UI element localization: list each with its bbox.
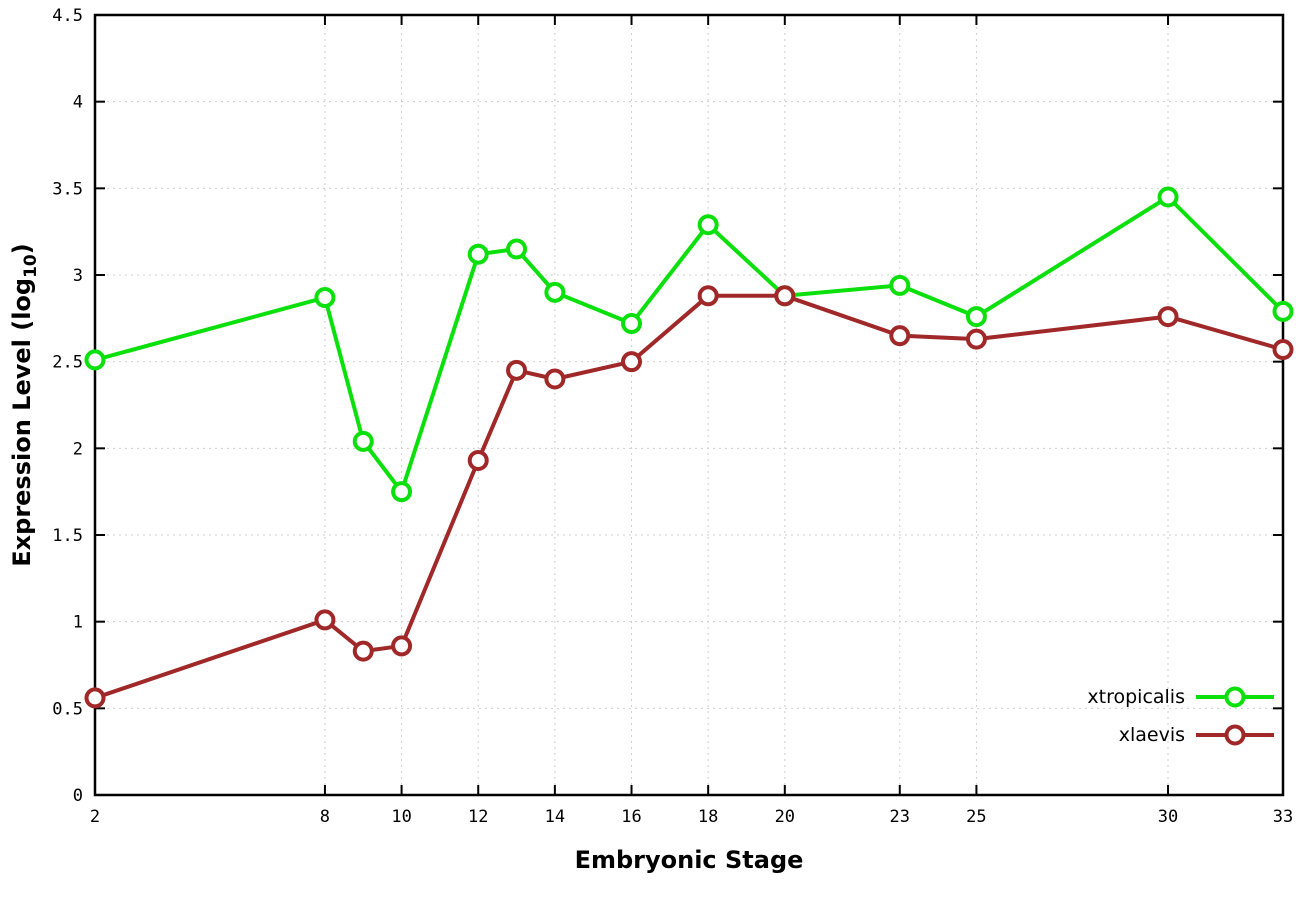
y-tick-label: 4.5 <box>52 6 83 26</box>
y-tick-label: 1 <box>73 613 83 633</box>
series-marker-xlaevis <box>1272 339 1294 361</box>
series-marker-xtropicalis <box>314 287 336 309</box>
y-tick-label: 3.5 <box>52 179 83 199</box>
series-line-xlaevis <box>94 293 1284 700</box>
y-tick-label: 4 <box>73 93 83 113</box>
series-marker-xlaevis <box>352 640 374 662</box>
y-tick-label: 3 <box>73 266 83 286</box>
x-tick-label: 8 <box>320 807 330 827</box>
x-axis-label: Embryonic Stage <box>575 846 804 874</box>
x-tick-label: 2 <box>90 807 100 827</box>
series-marker-xtropicalis <box>84 349 106 371</box>
series-marker-xtropicalis <box>1272 300 1294 322</box>
series-marker-xlaevis <box>391 635 413 657</box>
series-marker-xlaevis <box>965 328 987 350</box>
y-axis-label: Expression Level (log10) <box>8 243 41 566</box>
series-marker-xtropicalis <box>697 214 719 236</box>
x-tick-label: 20 <box>775 807 795 827</box>
y-tick-label: 2.5 <box>52 353 83 373</box>
series-marker-xtropicalis <box>889 274 911 296</box>
series-marker-xlaevis <box>889 325 911 347</box>
x-tick-label: 25 <box>966 807 986 827</box>
series-marker-xlaevis <box>544 368 566 390</box>
series-marker-xtropicalis <box>544 281 566 303</box>
series-marker-xtropicalis <box>621 313 643 335</box>
series-marker-xlaevis <box>697 285 719 307</box>
x-tick-label: 30 <box>1158 807 1178 827</box>
x-tick-label: 18 <box>698 807 718 827</box>
legend-marker-sample <box>1224 724 1246 746</box>
y-tick-label: 1.5 <box>52 526 83 546</box>
series-marker-xlaevis <box>84 687 106 709</box>
x-tick-label: 16 <box>621 807 641 827</box>
legend-label: xtropicalis <box>1087 686 1185 708</box>
y-tick-label: 2 <box>73 439 83 459</box>
legend-entry-xtropicalis: xtropicalis <box>1087 686 1274 708</box>
series-marker-xtropicalis <box>391 481 413 503</box>
series-line-xtropicalis <box>94 195 1285 494</box>
legend-label: xlaevis <box>1119 724 1185 746</box>
series-marker-xlaevis <box>506 359 528 381</box>
x-tick-label: 33 <box>1273 807 1293 827</box>
x-tick-label: 10 <box>391 807 411 827</box>
series-marker-xtropicalis <box>965 306 987 328</box>
series-marker-xlaevis <box>774 285 796 307</box>
series-marker-xlaevis <box>1157 306 1179 328</box>
series-marker-xlaevis <box>467 449 489 471</box>
series-marker-xtropicalis <box>506 238 528 260</box>
series-marker-xtropicalis <box>467 243 489 265</box>
series-marker-xtropicalis <box>352 430 374 452</box>
plot-border <box>93 13 1285 797</box>
legend-marker-sample <box>1224 686 1246 708</box>
y-tick-label: 0 <box>73 786 83 806</box>
series-marker-xlaevis <box>621 351 643 373</box>
x-tick-label: 23 <box>890 807 910 827</box>
series-marker-xtropicalis <box>1157 186 1179 208</box>
legend-entry-xlaevis: xlaevis <box>1119 724 1274 746</box>
x-tick-label: 12 <box>468 807 488 827</box>
series-marker-xlaevis <box>314 609 336 631</box>
x-tick-label: 14 <box>545 807 565 827</box>
y-tick-label: 0.5 <box>52 699 83 719</box>
